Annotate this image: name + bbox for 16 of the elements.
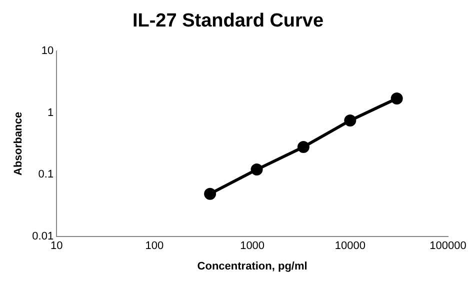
chart-title: IL-27 Standard Curve [132, 10, 324, 32]
x-axis-title: Concentration, pg/ml [197, 260, 308, 272]
x-tick-label: 100 [145, 240, 164, 252]
x-tick-label: 1000 [240, 240, 265, 252]
point [204, 188, 216, 200]
point [250, 164, 263, 176]
point [390, 92, 403, 104]
y-tick-label: 1 [47, 106, 54, 119]
x-tick-label: 10 [50, 240, 63, 252]
point [297, 140, 310, 153]
x-tick-label: 100000 [430, 240, 466, 252]
point [344, 114, 356, 126]
y-tick-label: 0.1 [38, 168, 54, 181]
y-tick-label: 10 [41, 44, 54, 57]
x-tick-label: 10000 [334, 240, 366, 252]
y-axis-title: Absorbance [12, 112, 25, 176]
